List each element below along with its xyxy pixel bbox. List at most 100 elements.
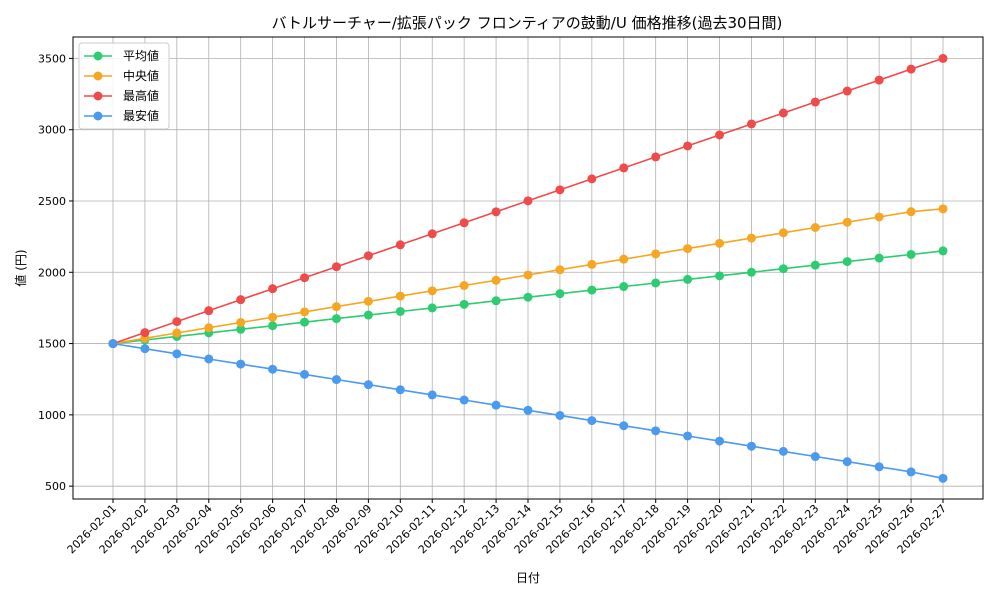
- data-point: [746, 119, 756, 129]
- data-point: [906, 64, 916, 74]
- data-point: [523, 292, 533, 302]
- legend-label: 最安値: [123, 108, 159, 123]
- y-tick-label: 3000: [38, 124, 66, 137]
- data-point: [459, 299, 469, 309]
- data-point: [491, 207, 501, 217]
- data-point: [236, 295, 246, 305]
- data-point: [555, 185, 565, 195]
- legend-marker: [93, 111, 103, 121]
- data-point: [874, 462, 884, 472]
- grid: [73, 37, 983, 499]
- y-tick-label: 2500: [38, 195, 66, 208]
- data-point: [874, 212, 884, 222]
- data-point: [778, 264, 788, 274]
- data-point: [555, 410, 565, 420]
- data-point: [363, 296, 373, 306]
- data-point: [715, 436, 725, 446]
- data-point: [683, 244, 693, 254]
- data-point: [555, 289, 565, 299]
- data-point: [491, 296, 501, 306]
- data-point: [204, 306, 214, 316]
- data-point: [683, 141, 693, 151]
- data-point: [300, 317, 310, 327]
- data-point: [395, 306, 405, 316]
- data-point: [236, 317, 246, 327]
- data-point: [395, 385, 405, 395]
- data-point: [778, 108, 788, 118]
- y-tick-label: 1000: [38, 409, 66, 422]
- data-point: [683, 274, 693, 284]
- data-point: [619, 282, 629, 292]
- x-axis-label: 日付: [516, 571, 540, 585]
- data-point: [810, 223, 820, 233]
- legend-label: 中央値: [123, 68, 159, 83]
- data-point: [523, 405, 533, 415]
- data-point: [300, 307, 310, 317]
- data-point: [268, 364, 278, 374]
- data-point: [938, 246, 948, 256]
- data-point: [715, 238, 725, 248]
- data-point: [619, 163, 629, 173]
- data-point: [555, 265, 565, 275]
- data-point: [523, 270, 533, 280]
- data-point: [268, 284, 278, 294]
- data-point: [491, 275, 501, 285]
- data-point: [938, 204, 948, 214]
- legend-label: 最高値: [123, 88, 159, 103]
- data-point: [268, 321, 278, 331]
- data-point: [651, 278, 661, 288]
- series-3: [108, 339, 948, 483]
- data-point: [363, 310, 373, 320]
- y-axis: 500 1000 1500 2000 2500 3000 3500: [38, 52, 73, 493]
- data-point: [651, 152, 661, 162]
- y-tick-label: 2000: [38, 266, 66, 279]
- data-point: [427, 229, 437, 239]
- data-point: [683, 431, 693, 441]
- data-point: [619, 421, 629, 431]
- legend-box: [78, 42, 170, 130]
- data-point: [236, 359, 246, 369]
- data-point: [459, 281, 469, 291]
- data-point: [715, 271, 725, 281]
- chart-title: バトルサーチャー/拡張パック フロンティアの鼓動/U 価格推移(過去30日間): [272, 14, 783, 32]
- series-0: [108, 246, 948, 349]
- data-point: [395, 291, 405, 301]
- series-layer: [108, 53, 948, 483]
- data-point: [842, 86, 852, 96]
- data-point: [810, 260, 820, 270]
- y-tick-label: 3500: [38, 52, 66, 65]
- data-point: [778, 228, 788, 238]
- data-point: [587, 416, 597, 426]
- data-point: [587, 285, 597, 295]
- data-point: [331, 262, 341, 272]
- data-point: [842, 217, 852, 227]
- y-axis-label: 値 (円): [13, 249, 28, 286]
- y-tick-label: 500: [45, 480, 66, 493]
- legend-marker: [93, 71, 103, 81]
- data-point: [140, 344, 150, 354]
- data-point: [842, 257, 852, 267]
- data-point: [204, 323, 214, 333]
- y-tick-label: 1500: [38, 338, 66, 351]
- data-point: [938, 473, 948, 483]
- data-point: [331, 375, 341, 385]
- data-point: [874, 75, 884, 85]
- data-point: [172, 328, 182, 338]
- data-point: [651, 426, 661, 436]
- data-point: [906, 467, 916, 477]
- data-point: [778, 446, 788, 456]
- data-point: [172, 317, 182, 327]
- data-point: [300, 369, 310, 379]
- series-2: [108, 53, 948, 349]
- data-point: [938, 53, 948, 63]
- data-point: [363, 251, 373, 261]
- data-point: [587, 259, 597, 269]
- data-point: [810, 97, 820, 107]
- data-point: [331, 302, 341, 312]
- legend-label: 平均値: [123, 48, 159, 63]
- data-point: [906, 249, 916, 259]
- data-point: [715, 130, 725, 140]
- data-point: [140, 328, 150, 338]
- data-point: [619, 254, 629, 264]
